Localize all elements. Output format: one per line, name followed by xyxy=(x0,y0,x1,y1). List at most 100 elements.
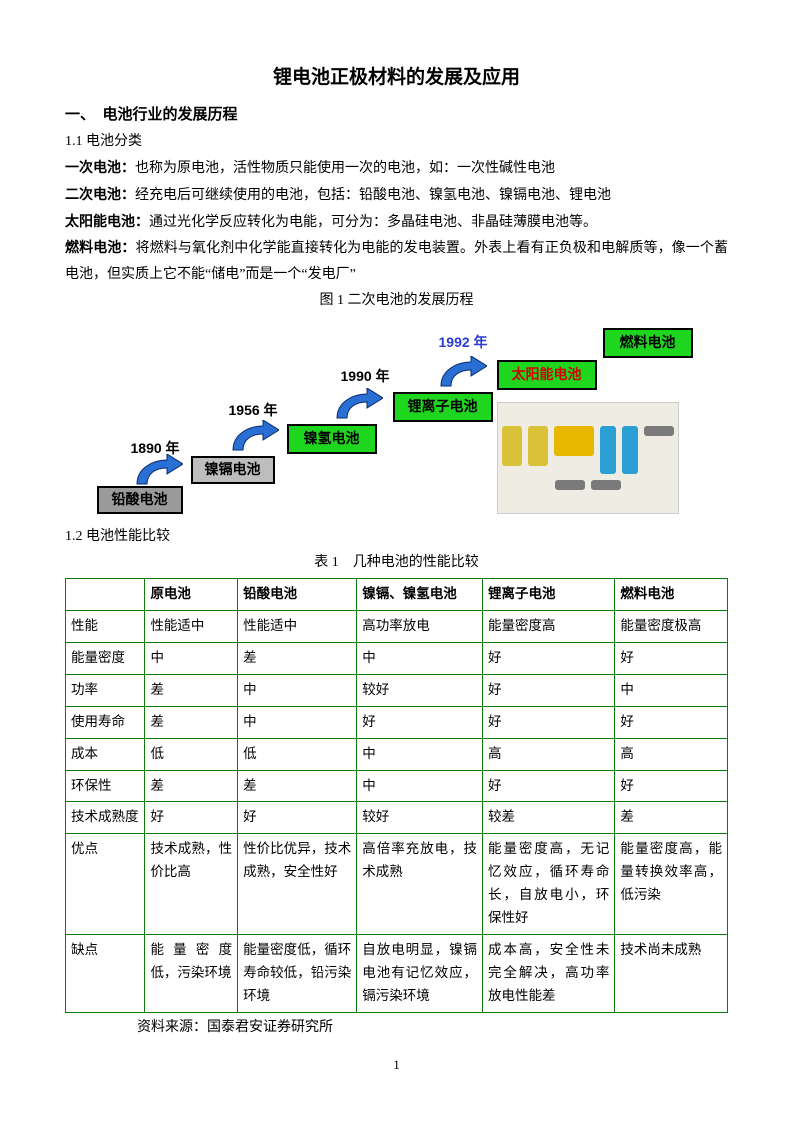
diagram-node: 镍镉电池 xyxy=(191,456,275,484)
table-cell: 好 xyxy=(615,706,728,738)
term-fuel: 燃料电池： xyxy=(65,239,136,255)
table-cell: 缺点 xyxy=(66,935,145,1013)
table-cell: 好 xyxy=(483,674,615,706)
table-row: 技术成熟度好好较好较差差 xyxy=(66,802,728,834)
table-cell: 成本高，安全性未完全解决，高功率放电性能差 xyxy=(483,935,615,1013)
page-title: 锂电池正极材料的发展及应用 xyxy=(65,60,728,95)
battery-item xyxy=(555,480,585,490)
battery-item xyxy=(528,426,548,466)
table-cell: 好 xyxy=(238,802,357,834)
table-cell: 较差 xyxy=(483,802,615,834)
table-cell: 技术成熟，性价比高 xyxy=(145,834,238,935)
table-cell: 差 xyxy=(145,770,238,802)
diagram-node: 铅酸电池 xyxy=(97,486,183,514)
table-cell: 好 xyxy=(615,642,728,674)
table-cell: 中 xyxy=(357,642,483,674)
section-1-2-heading: 1.2 电池性能比较 xyxy=(65,524,728,550)
arrow-icon xyxy=(229,420,279,456)
comparison-table: 原电池铅酸电池镍镉、镍氢电池锂离子电池燃料电池性能性能适中性能适中高功率放电能量… xyxy=(65,578,728,1013)
table-cell: 差 xyxy=(615,802,728,834)
table-cell: 性能适中 xyxy=(238,610,357,642)
diagram-node: 太阳能电池 xyxy=(497,360,597,390)
table-cell: 好 xyxy=(483,770,615,802)
table-cell: 较好 xyxy=(357,674,483,706)
arrow-icon xyxy=(437,356,487,392)
diagram-node: 锂离子电池 xyxy=(393,392,493,422)
table-header-cell: 镍镉、镍氢电池 xyxy=(357,578,483,610)
page-number: 1 xyxy=(65,1053,728,1077)
table-cell: 能量密度高，无记忆效应，循环寿命长，自放电小，环保性好 xyxy=(483,834,615,935)
table-header-cell: 铅酸电池 xyxy=(238,578,357,610)
table-row: 成本低低中高高 xyxy=(66,738,728,770)
battery-item xyxy=(600,426,616,474)
def-solar: 太阳能电池：通过光化学反应转化为电能，可分为：多晶硅电池、非晶硅薄膜电池等。 xyxy=(65,209,728,236)
table-cell: 功率 xyxy=(66,674,145,706)
table-header-row: 原电池铅酸电池镍镉、镍氢电池锂离子电池燃料电池 xyxy=(66,578,728,610)
table-cell: 能量密度高 xyxy=(483,610,615,642)
battery-item xyxy=(591,480,621,490)
table-row: 优点技术成熟，性价比高性价比优异，技术成熟，安全性好高倍率充放电，技术成熟能量密… xyxy=(66,834,728,935)
table-cell: 中 xyxy=(238,706,357,738)
table-cell: 能 量 密 度低，污染环境 xyxy=(145,935,238,1013)
table-cell: 技术尚未成熟 xyxy=(615,935,728,1013)
table-cell: 能量密度高，能量转换效率高，低污染 xyxy=(615,834,728,935)
def-fuel: 燃料电池：将燃料与氧化剂中化学能直接转化为电能的发电装置。外表上看有正负极和电解… xyxy=(65,235,728,288)
table-cell: 中 xyxy=(615,674,728,706)
diagram-year-label: 1990 年 xyxy=(341,364,390,390)
battery-item xyxy=(644,426,674,436)
text-primary: 也称为原电池，活性物质只能使用一次的电池，如：一次性碱性电池 xyxy=(135,161,555,176)
table-cell: 中 xyxy=(357,738,483,770)
section-1-1-heading: 1.1 电池分类 xyxy=(65,129,728,155)
table-cell: 高 xyxy=(615,738,728,770)
table-cell: 高 xyxy=(483,738,615,770)
table-cell: 差 xyxy=(145,674,238,706)
arrow-icon xyxy=(333,388,383,424)
table-row: 性能性能适中性能适中高功率放电能量密度高能量密度极高 xyxy=(66,610,728,642)
figure-1-caption: 图 1 二次电池的发展历程 xyxy=(65,288,728,314)
diagram-node: 燃料电池 xyxy=(603,328,693,358)
table-cell: 技术成熟度 xyxy=(66,802,145,834)
table-cell: 成本 xyxy=(66,738,145,770)
table-cell: 好 xyxy=(483,642,615,674)
def-primary: 一次电池：也称为原电池，活性物质只能使用一次的电池，如：一次性碱性电池 xyxy=(65,155,728,182)
table-header-cell: 燃料电池 xyxy=(615,578,728,610)
table-row: 环保性差差中好好 xyxy=(66,770,728,802)
battery-photo xyxy=(497,402,679,514)
table-cell: 能量密度 xyxy=(66,642,145,674)
table-cell: 高倍率充放电，技术成熟 xyxy=(357,834,483,935)
table-cell: 能量密度低，循环寿命较低，铅污染环境 xyxy=(238,935,357,1013)
table-cell: 差 xyxy=(145,706,238,738)
diagram-year-label: 1992 年 xyxy=(439,330,488,356)
term-solar: 太阳能电池： xyxy=(65,213,149,229)
battery-item xyxy=(622,426,638,474)
table-cell: 优点 xyxy=(66,834,145,935)
table-cell: 好 xyxy=(357,706,483,738)
battery-item xyxy=(502,426,522,466)
table-cell: 好 xyxy=(615,770,728,802)
table-cell: 自放电明显，镍镉电池有记忆效应，镉污染环境 xyxy=(357,935,483,1013)
table-cell: 中 xyxy=(357,770,483,802)
table-cell: 差 xyxy=(238,770,357,802)
text-fuel: 将燃料与氧化剂中化学能直接转化为电能的发电装置。外表上看有正负极和电解质等，像一… xyxy=(65,241,728,282)
table-1-caption: 表 1 几种电池的性能比较 xyxy=(65,550,728,576)
figure-1-diagram: 铅酸电池镍镉电池镍氢电池锂离子电池太阳能电池燃料电池1890 年1956 年19… xyxy=(97,318,697,518)
table-cell: 好 xyxy=(483,706,615,738)
table-cell: 环保性 xyxy=(66,770,145,802)
table-cell: 好 xyxy=(145,802,238,834)
table-cell: 差 xyxy=(238,642,357,674)
table-cell: 能量密度极高 xyxy=(615,610,728,642)
table-header-cell: 锂离子电池 xyxy=(483,578,615,610)
table-header-cell xyxy=(66,578,145,610)
table-header-cell: 原电池 xyxy=(145,578,238,610)
table-cell: 性能适中 xyxy=(145,610,238,642)
table-cell: 中 xyxy=(238,674,357,706)
table-cell: 性价比优异，技术成熟，安全性好 xyxy=(238,834,357,935)
table-row: 缺点能 量 密 度低，污染环境能量密度低，循环寿命较低，铅污染环境自放电明显，镍… xyxy=(66,935,728,1013)
text-solar: 通过光化学反应转化为电能，可分为：多晶硅电池、非晶硅薄膜电池等。 xyxy=(149,215,597,230)
table-row: 能量密度中差中好好 xyxy=(66,642,728,674)
table-row: 使用寿命差中好好好 xyxy=(66,706,728,738)
def-secondary: 二次电池：经充电后可继续使用的电池，包括：铅酸电池、镍氢电池、镍镉电池、锂电池 xyxy=(65,182,728,209)
term-secondary: 二次电池： xyxy=(65,186,135,202)
table-cell: 性能 xyxy=(66,610,145,642)
table-cell: 低 xyxy=(145,738,238,770)
